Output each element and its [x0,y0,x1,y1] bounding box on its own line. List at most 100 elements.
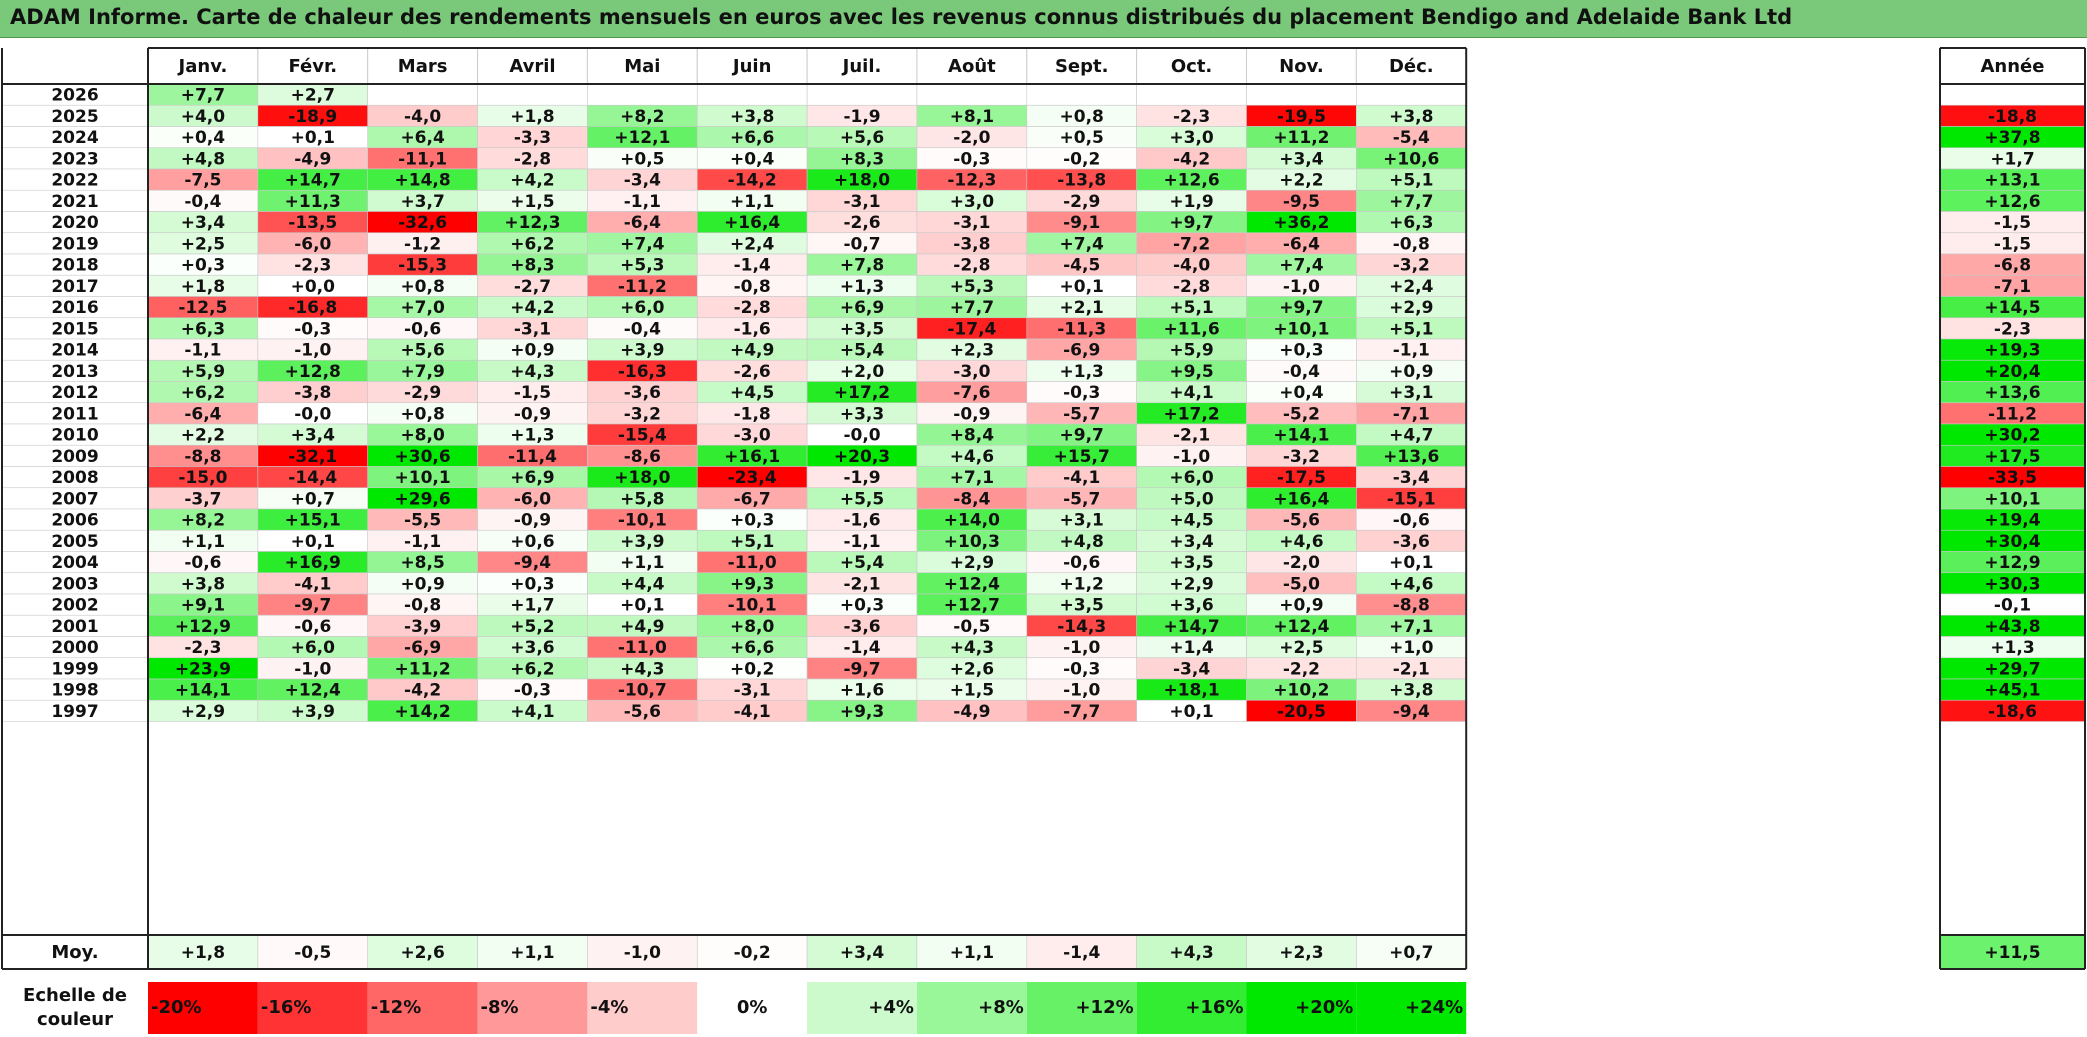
heatmap-cell-value: +0,6 [510,532,554,552]
heatmap-cell-value: -1,5 [514,383,551,403]
heatmap-cell-value: -13,8 [1057,171,1106,191]
chart-title: ADAM Informe. Carte de chaleur des rende… [10,5,1793,29]
heatmap-cell-value: -1,9 [843,468,880,488]
heatmap-cell-value: -9,7 [294,596,331,616]
color-scale-swatch [477,982,588,1034]
heatmap-cell-value: -2,0 [953,128,990,148]
heatmap-cell-value: -7,1 [1393,404,1430,424]
heatmap-cell-value: +3,1 [1389,383,1433,403]
heatmap-cell-value: +2,1 [1060,298,1104,318]
heatmap-cell-value: +2,3 [950,341,994,361]
heatmap-cell [477,83,588,106]
heatmap-cell-value: +1,1 [730,192,774,212]
heatmap-cell-value: -1,1 [404,532,441,552]
year-label: 2025 [51,107,98,127]
heatmap-cell-value: -8,6 [624,447,661,467]
heatmap-cell-value: -1,4 [843,638,880,658]
heatmap-cell-value: -3,4 [1393,468,1430,488]
heatmap-cell-value: +18,1 [1163,681,1219,701]
heatmap-cell-value: -6,9 [1063,341,1100,361]
heatmap-cell-value: +1,1 [181,532,225,552]
heatmap-cell [1356,83,1467,106]
color-scale-step-label: +8% [978,997,1024,1018]
heatmap-cell-value: +3,9 [620,341,664,361]
color-scale-swatch [587,982,698,1034]
heatmap-cell-value: -0,6 [294,617,331,637]
heatmap-cell-value: -5,5 [404,511,441,531]
heatmap-cell-value: +6,6 [730,128,774,148]
heatmap-cell-value: +9,7 [1279,298,1323,318]
heatmap-cell-value: +14,0 [944,511,1000,531]
heatmap-cell-value: -5,7 [1063,489,1100,509]
month-header: Nov. [1279,56,1324,77]
heatmap-cell-value: +7,8 [840,256,884,276]
heatmap-cell-value: -1,0 [1283,277,1320,297]
heatmap-cell-value: +4,8 [181,149,225,169]
heatmap-cell-value: +1,3 [510,426,554,446]
heatmap-cell-value: +7,1 [950,468,994,488]
average-cell-value: +3,4 [840,943,885,963]
heatmap-cell-value: -3,0 [734,426,771,446]
average-label-cell [1,934,149,970]
heatmap-cell-value: +0,9 [400,574,444,594]
year-label: 2016 [51,298,98,318]
annual-cell-value: -33,5 [1988,468,2037,488]
heatmap-cell-value: +0,5 [620,149,664,169]
heatmap-cell-value: -2,1 [1173,426,1210,446]
heatmap-cell-value: -7,2 [1173,234,1210,254]
heatmap-cell [696,83,808,106]
heatmap-cell-value: +3,6 [1169,596,1213,616]
heatmap-cell-value: +4,5 [730,383,774,403]
heatmap-cell-value: -1,6 [843,511,880,531]
heatmap-cell-value: -9,5 [1283,192,1320,212]
heatmap-cell-value: +14,7 [285,171,341,191]
heatmap-cell-value: -0,9 [514,404,551,424]
heatmap-cell [806,83,918,106]
year-label: 2006 [51,511,98,531]
heatmap-cell-value: +0,4 [730,149,775,169]
heatmap-cell-value: +1,8 [181,277,225,297]
heatmap-cell-value: +6,3 [1389,213,1433,233]
heatmap-cell-value: +2,5 [181,234,225,254]
year-label: 2004 [51,553,98,573]
heatmap-cell-value: +4,6 [1279,532,1323,552]
average-cell [696,934,808,970]
year-label: 2018 [51,256,98,276]
year-label: 2011 [51,404,98,424]
heatmap-cell-value: +9,7 [1060,426,1104,446]
heatmap-cell-value: +8,2 [181,511,225,531]
average-cell [367,934,478,970]
heatmap-cell-value: +5,1 [730,532,774,552]
heatmap-cell-value: -4,0 [404,107,441,127]
heatmap-cell-value: +17,2 [834,383,890,403]
heatmap-cell-value: +16,4 [1273,489,1329,509]
heatmap-cell-value: -6,7 [734,489,771,509]
color-scale-swatch [807,982,917,1034]
heatmap-cell [587,83,698,106]
average-cell [477,934,588,970]
heatmap-cell-value: +0,8 [1060,107,1104,127]
heatmap-cell [1246,83,1357,106]
heatmap-cell-value: +2,9 [1389,298,1433,318]
annual-cell [1939,83,2086,106]
heatmap-cell-value: +17,2 [1163,404,1219,424]
heatmap-cell-value: -11,2 [618,277,667,297]
annual-cell-value: -1,5 [1994,234,2031,254]
month-header: Févr. [288,56,337,77]
heatmap-cell-value: +18,0 [614,468,670,488]
heatmap-cell-value: +10,6 [1383,149,1439,169]
heatmap-cell-value: -4,2 [1173,149,1210,169]
annual-cell-value: +13,6 [1984,383,2040,403]
average-cell-value: +4,3 [1169,943,1213,963]
heatmap-cell-value: +14,7 [1163,617,1219,637]
heatmap-cell-value: +15,7 [1054,447,1110,467]
heatmap-cell-value: -6,4 [184,404,221,424]
color-scale-step-label: -12% [371,997,422,1018]
color-scale-label-line2: couleur [37,1009,113,1030]
average-cell-value: -1,0 [624,943,661,963]
heatmap-cell-value: +5,4 [840,341,885,361]
annual-cell-value: +14,5 [1984,298,2040,318]
average-cell-value: +1,8 [181,943,225,963]
color-scale-step-label: -4% [590,997,628,1018]
heatmap-cell-value: -8,8 [1393,596,1430,616]
